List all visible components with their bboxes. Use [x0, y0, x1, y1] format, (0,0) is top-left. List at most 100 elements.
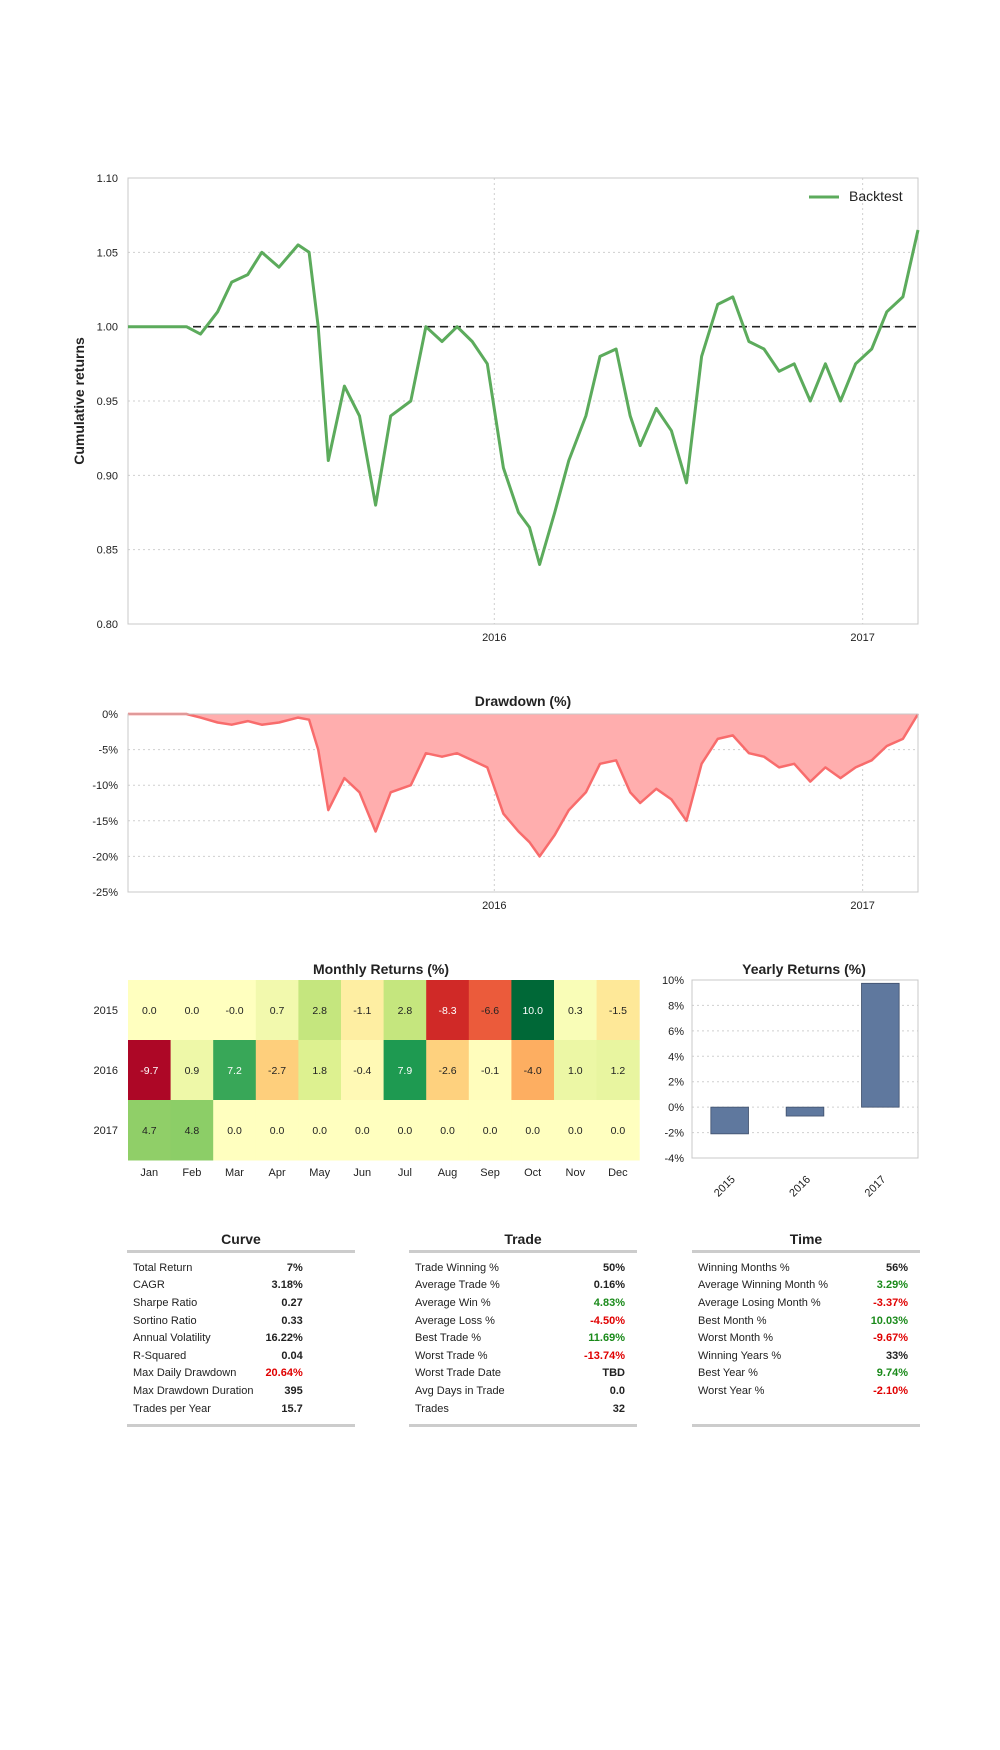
- stat-label: Worst Trade %: [415, 1349, 488, 1362]
- stat-value: 16.22%: [265, 1332, 303, 1345]
- heatmap-cell-label: 4.8: [185, 1125, 200, 1137]
- x-axis: 2016 2017: [482, 632, 875, 644]
- stat-label: CAGR: [133, 1279, 165, 1292]
- heatmap-cell: [554, 980, 598, 1041]
- stat-value: 3.18%: [271, 1279, 303, 1292]
- y-tick-label: 6%: [668, 1026, 684, 1038]
- x-tick-label: 2017: [850, 632, 874, 644]
- heatmap-cell-label: 0.0: [440, 1125, 455, 1137]
- heatmap-cell-label: 0.0: [227, 1125, 242, 1137]
- heatmap-cell: [255, 1040, 299, 1101]
- stat-value: 0.0: [609, 1384, 625, 1397]
- panel-title: Time: [789, 1231, 823, 1247]
- grid: [128, 177, 918, 625]
- divider: [127, 1250, 355, 1253]
- heatmap-cell: [383, 1040, 427, 1101]
- x-tick-label: 2016: [787, 1174, 813, 1200]
- heatmap-cell: [468, 1100, 512, 1161]
- stat-row: Average Trade % 0.16%: [409, 1277, 631, 1295]
- stat-row: Trade Winning % 50%: [409, 1259, 631, 1277]
- heatmap-cell: [128, 1100, 172, 1161]
- stat-row: R-Squared 0.04: [127, 1347, 309, 1365]
- stat-label: Average Loss %: [415, 1314, 495, 1327]
- heatmap-cell-label: -2.7: [268, 1065, 286, 1077]
- stat-row: Best Month % 10.03%: [692, 1312, 914, 1330]
- stat-value: -4.50%: [590, 1314, 625, 1327]
- heatmap-cell-label: -1.1: [353, 1005, 371, 1017]
- column-labels: Jan Feb Mar Apr May Jun Jul Aug Sep Oct Nov Dec: [140, 1167, 628, 1179]
- stat-value: 32: [612, 1402, 625, 1415]
- legend: Backtest: [809, 188, 903, 204]
- stat-label: Avg Days in Trade: [415, 1384, 505, 1397]
- heatmap-cell: [554, 1100, 598, 1161]
- heatmap-cell-label: 0.0: [525, 1125, 540, 1137]
- heatmap-cell: [298, 1100, 342, 1161]
- y-tick-label: -15%: [92, 816, 118, 828]
- stat-label: R-Squared: [133, 1349, 187, 1362]
- column-label: Feb: [182, 1167, 201, 1179]
- stat-row: Worst Month % -9.67%: [692, 1329, 914, 1347]
- y-axis-label: Cumulative returns: [71, 337, 87, 465]
- stat-row: Total Return 7%: [127, 1259, 309, 1277]
- stat-value: 0.33: [281, 1314, 303, 1327]
- heatmap-cell-label: 1.8: [312, 1065, 327, 1077]
- stat-label: Worst Year %: [698, 1384, 765, 1397]
- stat-row: Avg Days in Trade 0.0: [409, 1382, 631, 1400]
- column-label: May: [309, 1167, 330, 1179]
- stat-row: Worst Trade % -13.74%: [409, 1347, 631, 1365]
- stat-row: Annual Volatility 16.22%: [127, 1329, 309, 1347]
- bar: [785, 1106, 825, 1117]
- heatmap-cell-label: 0.0: [312, 1125, 327, 1137]
- column-label: Aug: [438, 1167, 458, 1179]
- heatmap-cell-label: 2.8: [398, 1005, 413, 1017]
- heatmap-cell: [426, 1040, 470, 1101]
- stat-row: Best Trade % 11.69%: [409, 1329, 631, 1347]
- heatmap-cell: [170, 1040, 214, 1101]
- stat-label: Worst Trade Date: [415, 1367, 501, 1380]
- heatmap-cell: [213, 980, 257, 1041]
- stat-label: Best Year %: [698, 1367, 758, 1380]
- row-label: 2016: [94, 1065, 118, 1077]
- heatmap-cell-label: 0.0: [142, 1005, 157, 1017]
- monthly-returns-heatmap: Monthly Returns (%) 0.0 0.0 -0.0 0.7 2.8 -1.1…: [94, 961, 640, 1179]
- stat-row: Average Winning Month % 3.29%: [692, 1277, 914, 1295]
- bar: [710, 1106, 749, 1135]
- heatmap-cell: [554, 1040, 598, 1101]
- stat-row: Max Daily Drawdown 20.64%: [127, 1365, 309, 1383]
- stat-row: Average Win % 4.83%: [409, 1294, 631, 1312]
- heatmap-cell-label: 0.0: [611, 1125, 626, 1137]
- y-tick-label: -20%: [92, 851, 118, 863]
- plot-area: [127, 177, 919, 625]
- heatmap-cell: [128, 1040, 172, 1101]
- divider: [127, 1424, 355, 1427]
- heatmap-cell: [596, 1040, 640, 1101]
- heatmap-cell: [341, 1100, 385, 1161]
- heatmap-cell-label: 1.0: [568, 1065, 583, 1077]
- y-tick-label: 1.05: [97, 247, 118, 259]
- stat-row: CAGR 3.18%: [127, 1277, 309, 1295]
- stat-label: Average Win %: [415, 1296, 491, 1309]
- stat-value: 11.69%: [588, 1332, 625, 1345]
- y-tick-label: 1.00: [97, 322, 118, 334]
- stat-label: Max Daily Drawdown: [133, 1367, 237, 1380]
- heatmap-cell-label: 0.0: [185, 1005, 200, 1017]
- row-labels: 2015 2016 2017: [94, 1005, 118, 1137]
- heatmap-cell-label: 0.0: [355, 1125, 370, 1137]
- heatmap-cell-label: -8.3: [438, 1005, 456, 1017]
- x-tick-label: 2017: [863, 1174, 889, 1200]
- heatmap-cell: [298, 980, 342, 1041]
- heatmap-cell-label: -9.7: [140, 1065, 158, 1077]
- divider: [692, 1250, 920, 1253]
- stat-value: -3.37%: [873, 1296, 908, 1309]
- y-tick-label: 8%: [668, 1000, 684, 1012]
- y-tick-label: 2%: [668, 1077, 684, 1089]
- time-stats-panel: Time Winning Months % 56% Average Winning …: [692, 1228, 920, 1427]
- heatmap-cell: [298, 1040, 342, 1101]
- stat-label: Winning Years %: [698, 1349, 782, 1362]
- stat-value: 0.16%: [593, 1279, 625, 1292]
- cumulative-returns-chart: 1.10 1.05 1.00 0.95 0.90 0.85 0.80 2016 2017 Cu…: [71, 173, 920, 644]
- column-label: Jun: [353, 1167, 371, 1179]
- heatmap-cell: [511, 1040, 555, 1101]
- y-axis: 0% -5% -10% -15% -20% -25%: [92, 709, 118, 899]
- time-stats-table: Winning Months % 56% Average Winning Month…: [692, 1259, 914, 1400]
